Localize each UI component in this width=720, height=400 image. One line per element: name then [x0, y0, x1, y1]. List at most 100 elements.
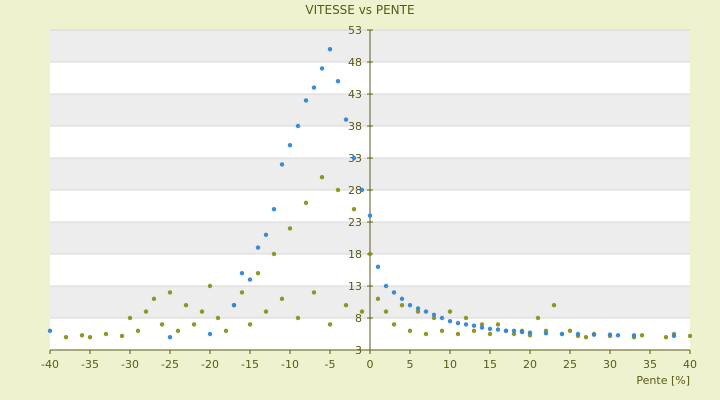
scatter-point [319, 66, 325, 71]
scatter-point [287, 226, 293, 231]
x-axis-label: Pente [%] [636, 374, 690, 387]
y-tick-label: 48 [348, 56, 362, 69]
y-tick-label: 43 [348, 88, 362, 101]
scatter-point [471, 323, 477, 328]
x-tick-label: -25 [161, 358, 179, 371]
scatter-point [223, 328, 229, 333]
y-tick-label: 53 [348, 24, 362, 37]
scatter-point [207, 283, 213, 289]
scatter-point [295, 123, 301, 129]
scatter-point [663, 335, 669, 340]
x-tick-label: 0 [367, 358, 374, 371]
scatter-point [415, 306, 421, 311]
scatter-point [159, 322, 165, 327]
scatter-point [303, 98, 309, 103]
x-tick-label: 30 [603, 358, 617, 371]
scatter-point [295, 315, 301, 321]
scatter-point [423, 331, 429, 337]
scatter-point [391, 322, 397, 327]
scatter-point [351, 155, 357, 161]
scatter-point [231, 303, 237, 308]
scatter-point [367, 213, 373, 218]
scatter-point [383, 283, 389, 289]
scatter-point [375, 296, 381, 301]
scatter-point [119, 333, 125, 339]
scatter-point [207, 331, 213, 337]
scatter-point [615, 333, 621, 338]
scatter-point [439, 328, 445, 333]
scatter-point [463, 322, 469, 327]
y-tick-label: 3 [355, 344, 362, 357]
x-tick-label: 10 [443, 358, 457, 371]
scatter-point [247, 322, 253, 327]
scatter-point [583, 335, 589, 340]
x-tick-label: -20 [201, 358, 219, 371]
scatter-point [455, 331, 461, 337]
scatter-point [183, 303, 189, 308]
scatter-point [415, 309, 421, 314]
scatter-point [463, 315, 469, 321]
y-tick-label: 18 [348, 248, 362, 261]
scatter-point [351, 207, 357, 212]
scatter-point [471, 328, 477, 333]
scatter-point [327, 322, 333, 327]
scatter-point [127, 315, 133, 321]
scatter-point [551, 303, 557, 308]
scatter-point [335, 79, 341, 84]
scatter-point [687, 333, 693, 339]
scatter-point [591, 332, 597, 337]
x-tick-label: -5 [325, 358, 336, 371]
scatter-point [431, 312, 437, 317]
x-tick-label: 25 [563, 358, 577, 371]
x-tick-label: 20 [523, 358, 537, 371]
scatter-point [263, 309, 269, 314]
scatter-point [431, 315, 437, 321]
x-tick-label: 15 [483, 358, 497, 371]
scatter-point [455, 320, 461, 326]
scatter-point [479, 325, 485, 330]
scatter-point [407, 303, 413, 308]
x-tick-label: -40 [41, 358, 59, 371]
scatter-point [639, 333, 645, 338]
scatter-point [519, 329, 525, 335]
scatter-point [447, 319, 453, 324]
scatter-point [255, 271, 261, 276]
scatter-point [567, 328, 573, 333]
scatter-point [287, 143, 293, 148]
scatter-point [239, 271, 245, 276]
scatter-point [575, 331, 581, 337]
scatter-point [279, 296, 285, 301]
scatter-point [215, 315, 221, 321]
scatter-point [335, 187, 341, 193]
scatter-point [311, 290, 317, 295]
scatter-point [271, 207, 277, 212]
scatter-point [87, 335, 93, 340]
scatter-point [495, 322, 501, 327]
x-tick-label: -35 [81, 358, 99, 371]
y-tick-label: 13 [348, 280, 362, 293]
scatter-point [383, 309, 389, 314]
scatter-point [343, 303, 349, 308]
scatter-point [359, 187, 365, 193]
scatter-point [167, 290, 173, 295]
y-tick-label: 28 [348, 184, 362, 197]
chart-title: VITESSE vs PENTE [305, 3, 415, 17]
scatter-point [503, 328, 509, 333]
scatter-point [399, 296, 405, 301]
scatter-point [631, 333, 637, 338]
x-tick-label: -10 [281, 358, 299, 371]
scatter-point [607, 332, 613, 337]
x-tick-label: 5 [407, 358, 414, 371]
scatter-point [303, 200, 309, 205]
x-tick-label: 35 [643, 358, 657, 371]
x-tick-label: -15 [241, 358, 259, 371]
scatter-point [479, 322, 485, 327]
scatter-point [367, 251, 373, 257]
scatter-point [495, 327, 501, 332]
x-tick-label: 40 [683, 358, 697, 371]
scatter-point [439, 315, 445, 321]
x-tick-label: -30 [121, 358, 139, 371]
scatter-point [143, 309, 149, 314]
scatter-point [343, 117, 349, 122]
